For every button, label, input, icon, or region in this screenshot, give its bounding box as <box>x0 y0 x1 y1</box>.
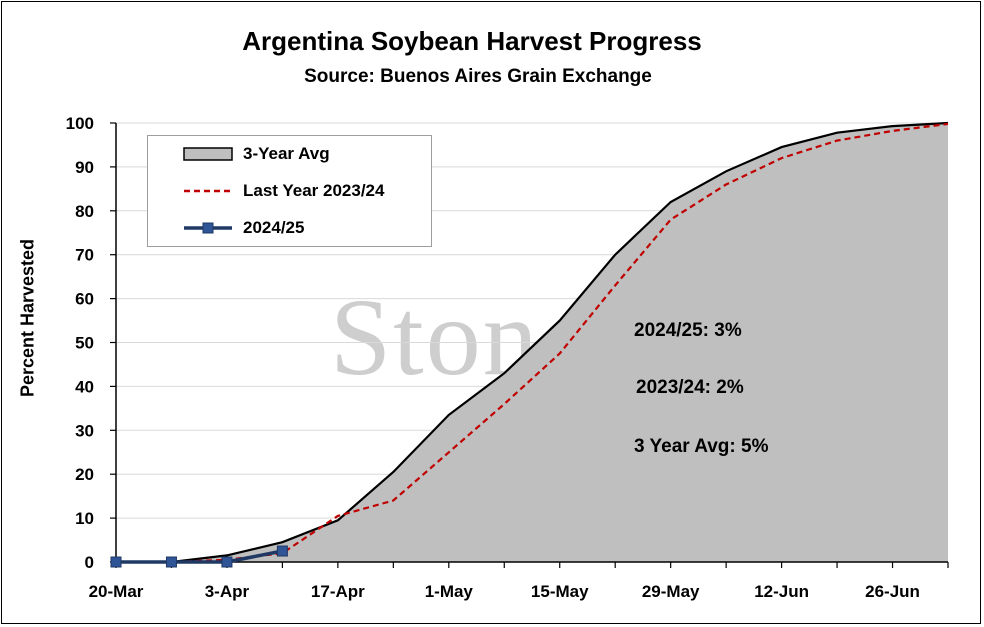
legend-label: 3-Year Avg <box>243 144 330 163</box>
annotation-3yr-avg: 3 Year Avg: 5% <box>634 436 769 457</box>
area-fill-3yr-avg <box>116 123 948 562</box>
line-series-layer <box>110 121 949 568</box>
legend-item-3yr-avg: 3-Year Avg <box>148 142 330 166</box>
series-line-3yr-avg <box>116 121 949 564</box>
y-tick-label: 40 <box>75 377 94 396</box>
x-tick-label: 26-Jun <box>865 582 920 601</box>
x-tick-label: 20-Mar <box>89 582 144 601</box>
y-tick-label: 30 <box>75 421 94 440</box>
data-point-2024-25 <box>276 545 288 557</box>
legend-item-last-year: Last Year 2023/24 <box>148 179 384 203</box>
y-tick-label: 0 <box>85 553 94 572</box>
chart-subtitle: Source: Buenos Aires Grain Exchange <box>304 66 652 87</box>
y-tick-label: 60 <box>75 290 94 309</box>
chart-title: Argentina Soybean Harvest Progress <box>242 26 702 56</box>
legend-swatch-dashed <box>184 189 232 193</box>
y-tick-label: 50 <box>75 334 94 353</box>
legend-swatch-area <box>183 147 233 161</box>
legend-swatch-marker-line <box>184 222 232 234</box>
y-tick-label: 20 <box>75 465 94 484</box>
annotation-2023-24: 2023/24: 2% <box>636 377 744 398</box>
axes <box>110 122 949 568</box>
x-tick-label: 12-Jun <box>754 582 809 601</box>
y-tick-label: 90 <box>75 158 94 177</box>
legend-label: Last Year 2023/24 <box>243 181 385 200</box>
y-tick-label: 100 <box>66 114 94 133</box>
y-tick-label: 80 <box>75 202 94 221</box>
data-point-2024-25 <box>110 556 122 568</box>
legend-item-2024-25: 2024/25 <box>148 216 304 240</box>
y-tick-label: 70 <box>75 246 94 265</box>
x-tick-label: 15-May <box>531 582 589 601</box>
x-tick-label: 29-May <box>642 582 700 601</box>
legend: 3-Year Avg Last Year 2023/24 2024/25 <box>147 135 432 247</box>
tick-labels: 0 10 20 30 40 50 60 70 80 90 100 20-Mar 3-Apr 17-Apr 1… <box>66 114 920 601</box>
series-line-2024-25 <box>116 549 283 564</box>
x-tick-label: 1-May <box>425 582 474 601</box>
area-series-layer <box>116 123 948 562</box>
data-point-2024-25 <box>221 556 233 568</box>
y-tick-label: 10 <box>75 509 94 528</box>
x-tick-label: 17-Apr <box>311 582 365 601</box>
legend-label: 2024/25 <box>243 218 305 237</box>
x-tick-label: 3-Apr <box>205 582 250 601</box>
data-point-2024-25 <box>165 556 177 568</box>
annotation-2024-25: 2024/25: 3% <box>634 320 742 341</box>
series-line-last-year <box>116 122 949 564</box>
